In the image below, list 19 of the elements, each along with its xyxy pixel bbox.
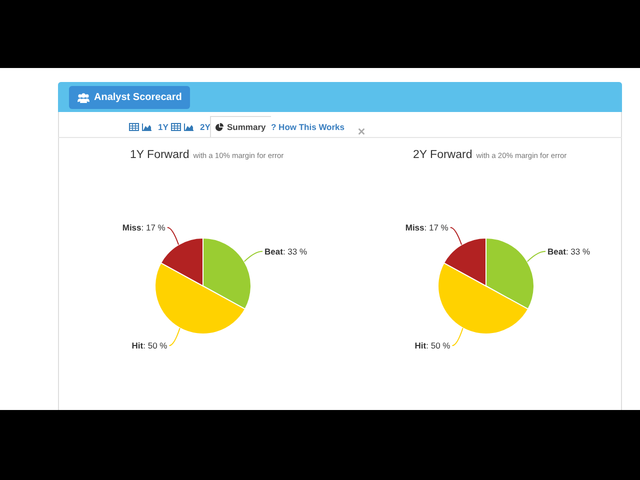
text: 2Y xyxy=(200,122,210,132)
text: Summary xyxy=(227,122,266,132)
slice-label: Miss xyxy=(405,222,425,232)
text: ? How This Works xyxy=(271,122,345,132)
data-label: : 17 % xyxy=(141,222,166,232)
slice-label: Miss xyxy=(122,222,142,232)
text: Analyst Scorecard xyxy=(94,92,182,103)
data-label: : 33 % xyxy=(566,246,591,256)
data-label: : 50 % xyxy=(143,340,168,351)
chart-title: 2Y Forward xyxy=(413,149,472,161)
slice-label: Hit xyxy=(414,340,426,351)
data-label: : 50 % xyxy=(426,340,451,351)
slice-label: Hit xyxy=(132,340,144,351)
data-label: : 17 % xyxy=(424,222,449,232)
data-label: : 33 % xyxy=(282,246,308,256)
slice-label: Beat xyxy=(264,246,284,256)
chart-title: 1Y Forward xyxy=(130,149,190,161)
text: 1Y xyxy=(158,122,168,132)
slice-label: Beat xyxy=(548,246,566,256)
